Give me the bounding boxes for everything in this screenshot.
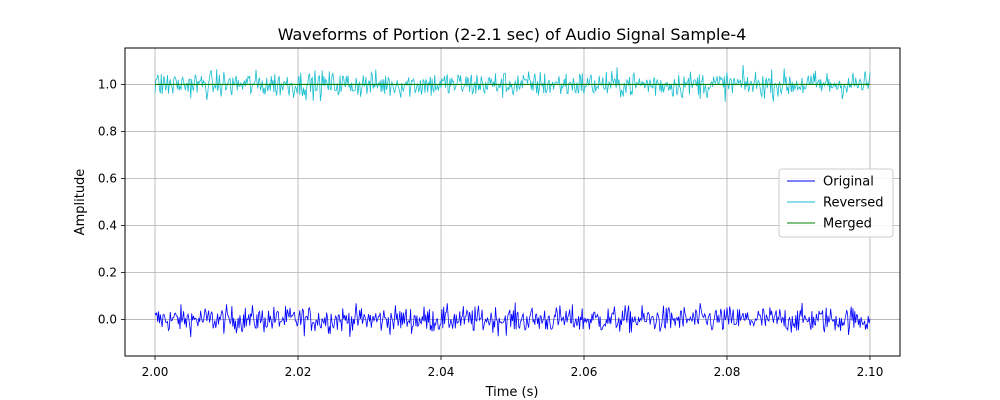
x-tick-label: 2.04	[428, 365, 455, 379]
legend-label-merged: Merged	[823, 217, 872, 232]
series-layer	[154, 65, 871, 338]
x-axis-label: Time (s)	[485, 385, 539, 400]
x-tick-label: 2.06	[571, 365, 598, 379]
legend-box	[778, 168, 894, 238]
grid	[125, 48, 900, 356]
x-tick-label: 2.08	[714, 365, 741, 379]
plot-frame	[124, 47, 901, 357]
legend: Original Reversed Merged	[778, 168, 894, 238]
y-tick-label: 0.4	[98, 219, 117, 233]
ticks: 2.00 2.02 2.04 2.06 2.08 2.10 0.0 0.2 0.4 0.6 0.8 1…	[98, 77, 883, 379]
chart-title: Waveforms of Portion (2-2.1 sec) of Audi…	[278, 25, 747, 44]
y-tick-label: 1.0	[98, 77, 117, 91]
y-tick-label: 0.6	[98, 171, 117, 185]
series-line-original	[154, 302, 871, 338]
y-axis-label: Amplitude	[73, 169, 88, 236]
legend-label-reversed: Reversed	[823, 196, 884, 211]
y-tick-label: 0.8	[98, 124, 117, 138]
x-tick-label: 2.00	[142, 365, 169, 379]
legend-label-original: Original	[823, 175, 874, 190]
x-tick-label: 2.02	[285, 365, 312, 379]
y-tick-label: 0.2	[98, 266, 117, 280]
y-tick-label: 0.0	[98, 313, 117, 327]
series-line-reversed	[154, 65, 871, 102]
x-tick-label: 2.10	[857, 365, 884, 379]
